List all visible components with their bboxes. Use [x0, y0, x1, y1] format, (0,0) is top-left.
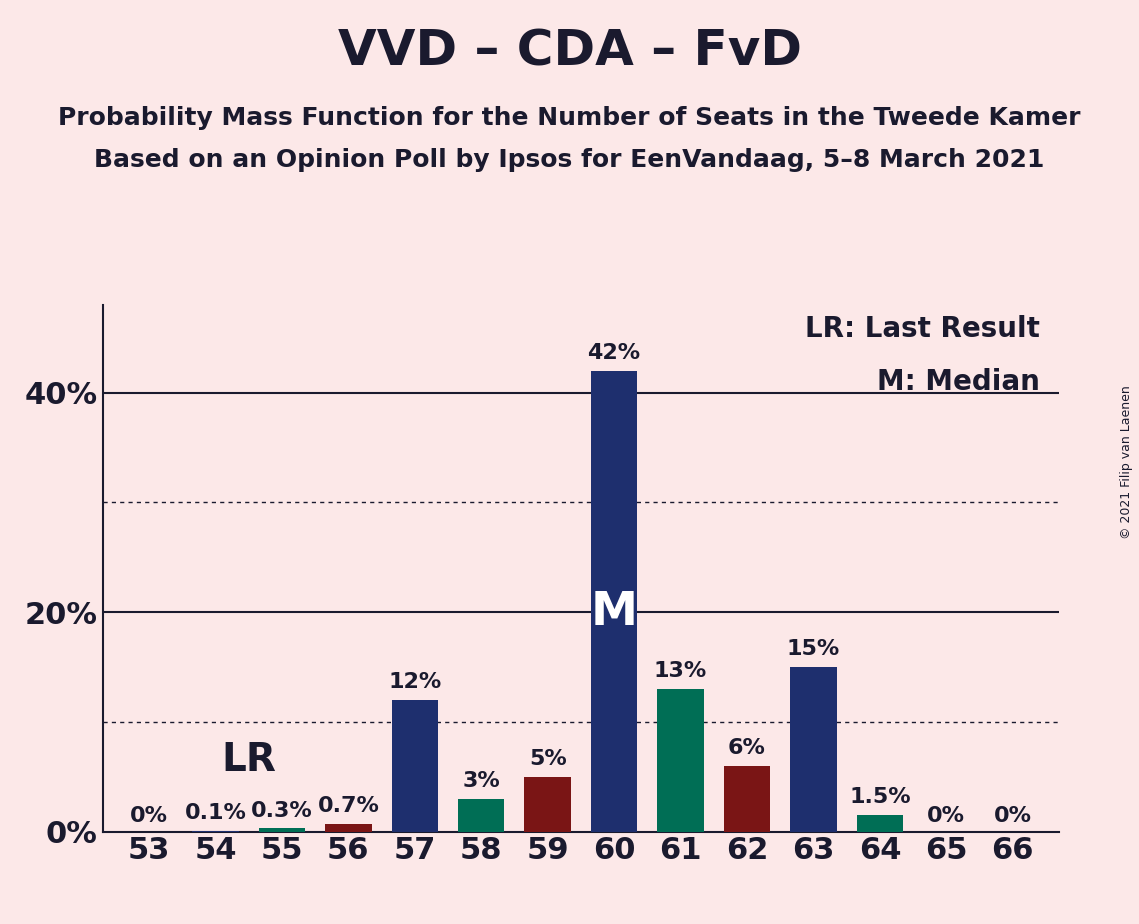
Bar: [325, 824, 371, 832]
Bar: [259, 828, 305, 832]
Text: 15%: 15%: [787, 639, 841, 660]
Text: Based on an Opinion Poll by Ipsos for EenVandaag, 5–8 March 2021: Based on an Opinion Poll by Ipsos for Ee…: [95, 148, 1044, 172]
Bar: [392, 700, 439, 832]
Bar: [458, 798, 505, 832]
Text: 0.7%: 0.7%: [318, 796, 379, 816]
Text: 1.5%: 1.5%: [849, 787, 911, 808]
Text: 0.1%: 0.1%: [185, 803, 246, 822]
Text: M: Median: M: Median: [877, 368, 1040, 396]
Text: M: M: [591, 590, 638, 635]
Text: 0.3%: 0.3%: [251, 800, 313, 821]
Text: 3%: 3%: [462, 771, 500, 791]
Text: VVD – CDA – FvD: VVD – CDA – FvD: [337, 28, 802, 76]
Bar: [723, 766, 770, 832]
Text: LR: Last Result: LR: Last Result: [805, 315, 1040, 344]
Text: © 2021 Filip van Laenen: © 2021 Filip van Laenen: [1121, 385, 1133, 539]
Text: 0%: 0%: [130, 806, 169, 826]
Text: LR: LR: [221, 741, 276, 779]
Text: Probability Mass Function for the Number of Seats in the Tweede Kamer: Probability Mass Function for the Number…: [58, 106, 1081, 130]
Text: 0%: 0%: [927, 806, 966, 826]
Bar: [657, 689, 704, 832]
Text: 6%: 6%: [728, 738, 765, 758]
Bar: [524, 777, 571, 832]
Bar: [857, 815, 903, 832]
Bar: [192, 831, 239, 832]
Text: 42%: 42%: [588, 343, 640, 363]
Text: 0%: 0%: [993, 806, 1032, 826]
Bar: [790, 667, 837, 832]
Text: 5%: 5%: [528, 749, 566, 769]
Bar: [591, 371, 638, 832]
Text: 12%: 12%: [388, 673, 442, 692]
Text: 13%: 13%: [654, 662, 707, 681]
